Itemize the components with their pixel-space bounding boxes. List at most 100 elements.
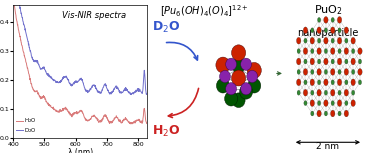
Circle shape [217, 78, 229, 93]
Circle shape [331, 59, 334, 64]
D$_2$O [90, 85, 94, 86]
Circle shape [317, 27, 321, 34]
Circle shape [351, 58, 355, 65]
Circle shape [216, 57, 230, 73]
Circle shape [351, 100, 355, 106]
Circle shape [352, 49, 355, 54]
Circle shape [303, 89, 308, 96]
Circle shape [232, 58, 245, 73]
D$_2$O [101, 87, 105, 89]
Circle shape [338, 49, 341, 54]
Circle shape [345, 101, 348, 106]
Circle shape [352, 69, 355, 74]
Circle shape [324, 17, 328, 23]
D$_2$O [72, 83, 76, 85]
Circle shape [358, 80, 362, 85]
Circle shape [352, 90, 355, 95]
H$_2$O [45, 103, 50, 104]
FancyArrowPatch shape [167, 42, 198, 60]
Circle shape [324, 90, 327, 95]
H$_2$O [72, 114, 76, 115]
Circle shape [345, 59, 348, 64]
Circle shape [318, 101, 321, 106]
H$_2$O [145, 122, 150, 124]
Circle shape [337, 37, 342, 44]
Circle shape [220, 70, 231, 83]
Circle shape [303, 69, 308, 75]
Circle shape [304, 38, 307, 43]
Circle shape [324, 58, 328, 65]
Circle shape [317, 69, 321, 75]
Circle shape [338, 90, 341, 95]
Circle shape [296, 37, 301, 44]
Circle shape [311, 90, 314, 95]
Circle shape [226, 58, 237, 70]
Circle shape [358, 69, 362, 75]
Circle shape [344, 48, 349, 54]
X-axis label: λ (nm): λ (nm) [68, 148, 93, 153]
Line: D$_2$O: D$_2$O [13, 5, 147, 95]
Circle shape [331, 101, 334, 106]
Text: $[Pu_6(OH)_4(O)_4]^{12+}$: $[Pu_6(OH)_4(O)_4]^{12+}$ [160, 3, 249, 19]
Circle shape [330, 110, 335, 117]
FancyArrowPatch shape [277, 72, 281, 75]
H$_2$O [112, 117, 116, 119]
Circle shape [338, 69, 341, 74]
D$_2$O [129, 94, 133, 95]
Circle shape [358, 59, 362, 64]
H$_2$O [11, 4, 15, 6]
Circle shape [303, 27, 308, 34]
Circle shape [344, 110, 349, 117]
D$_2$O [112, 88, 116, 90]
Circle shape [324, 49, 327, 54]
Circle shape [318, 59, 321, 64]
Circle shape [311, 69, 314, 74]
Circle shape [310, 37, 314, 44]
H$_2$O [101, 118, 105, 120]
Circle shape [311, 49, 314, 54]
Circle shape [331, 38, 334, 43]
Circle shape [351, 79, 355, 86]
Circle shape [324, 28, 327, 33]
Circle shape [296, 79, 301, 86]
Circle shape [358, 48, 362, 54]
Legend: H$_2$O, D$_2$O: H$_2$O, D$_2$O [16, 117, 37, 135]
Circle shape [231, 45, 246, 61]
Text: Vis-NIR spectra: Vis-NIR spectra [62, 11, 126, 20]
Circle shape [304, 101, 307, 106]
H$_2$O [129, 123, 133, 125]
Circle shape [318, 80, 321, 85]
Circle shape [317, 48, 321, 54]
Circle shape [318, 17, 321, 22]
Circle shape [330, 69, 335, 75]
Circle shape [248, 78, 261, 93]
Circle shape [338, 28, 341, 33]
H$_2$O [35, 90, 39, 91]
Circle shape [297, 90, 300, 95]
Circle shape [318, 38, 321, 43]
Circle shape [232, 93, 245, 108]
Circle shape [303, 48, 308, 54]
Circle shape [231, 70, 246, 86]
Circle shape [337, 58, 342, 65]
Circle shape [344, 69, 349, 75]
Circle shape [324, 37, 328, 44]
Circle shape [331, 17, 334, 22]
Circle shape [324, 111, 327, 116]
Circle shape [317, 110, 321, 117]
D$_2$O [145, 92, 150, 94]
Text: H$_2$O: H$_2$O [152, 124, 180, 139]
Text: PuO$_2$: PuO$_2$ [313, 3, 342, 17]
Circle shape [225, 91, 238, 106]
Circle shape [345, 38, 348, 43]
Circle shape [247, 70, 258, 83]
Circle shape [337, 100, 342, 106]
Circle shape [330, 48, 335, 54]
Circle shape [241, 58, 251, 70]
Text: D$_2$O: D$_2$O [152, 20, 180, 35]
Circle shape [317, 89, 321, 96]
D$_2$O [35, 61, 39, 63]
Circle shape [311, 28, 314, 33]
Circle shape [324, 100, 328, 106]
Circle shape [304, 80, 307, 85]
